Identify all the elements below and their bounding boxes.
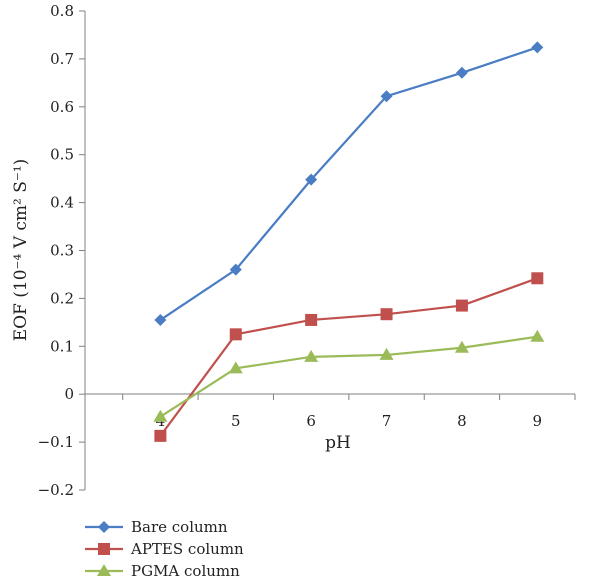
data-point (304, 349, 319, 362)
series-group (153, 41, 545, 442)
y-tick-label: 0.5 (50, 146, 74, 164)
legend-marker (97, 564, 111, 576)
legend: Bare column APTES column PGMA column (85, 518, 244, 580)
y-tick-label: 0.6 (50, 98, 74, 116)
x-tick-label: 5 (231, 412, 241, 430)
data-point (530, 329, 545, 342)
legend-marker (98, 543, 110, 555)
legend-label: Bare column (131, 518, 228, 536)
y-tick-label: −0.2 (38, 481, 74, 499)
y-tick-label: −0.1 (38, 433, 74, 451)
y-ticks: −0.2 −0.1 0 0.1 0.2 0.3 0.4 0.5 0.6 0.7 0.8 (38, 2, 85, 499)
data-point (229, 328, 242, 341)
y-tick-label: 0 (64, 385, 74, 403)
data-point (531, 41, 544, 54)
y-tick-label: 0.7 (50, 50, 74, 68)
series-line (159, 46, 538, 321)
y-axis-label: EOF (10⁻⁴ V cm² S⁻¹) (11, 159, 31, 342)
legend-item: Bare column (85, 518, 228, 536)
series-pgma-column (153, 329, 545, 422)
data-point (154, 313, 167, 326)
data-point (531, 272, 544, 285)
series-line (159, 335, 538, 418)
legend-item: PGMA column (85, 562, 240, 580)
series-line (159, 277, 538, 437)
series-bare-column (154, 41, 544, 326)
x-tick-label: 6 (306, 412, 316, 430)
x-tick-label: 8 (457, 412, 467, 430)
y-tick-label: 0.3 (50, 242, 74, 260)
x-tick-label: 7 (382, 412, 392, 430)
legend-label: PGMA column (131, 562, 240, 580)
data-point (305, 173, 318, 186)
legend-label: APTES column (130, 540, 244, 558)
x-ticks: 456789 (122, 394, 576, 430)
y-tick-label: 0.8 (50, 2, 74, 20)
data-point (154, 429, 167, 442)
y-tick-label: 0.2 (50, 289, 74, 307)
data-point (455, 66, 468, 79)
y-tick-label: 0.4 (50, 194, 74, 212)
data-point (455, 299, 468, 312)
data-point (380, 308, 393, 321)
data-point (153, 409, 168, 422)
y-tick-label: 0.1 (50, 337, 74, 355)
data-point (305, 313, 318, 326)
x-axis-label: pH (325, 433, 351, 453)
x-tick-label: 9 (533, 412, 543, 430)
series-aptes-column (154, 272, 544, 442)
legend-item: APTES column (85, 540, 244, 558)
data-point (454, 340, 469, 353)
legend-marker (98, 521, 110, 533)
data-point (379, 347, 394, 360)
data-point (229, 263, 242, 276)
data-point (228, 361, 243, 374)
data-point (380, 90, 393, 103)
